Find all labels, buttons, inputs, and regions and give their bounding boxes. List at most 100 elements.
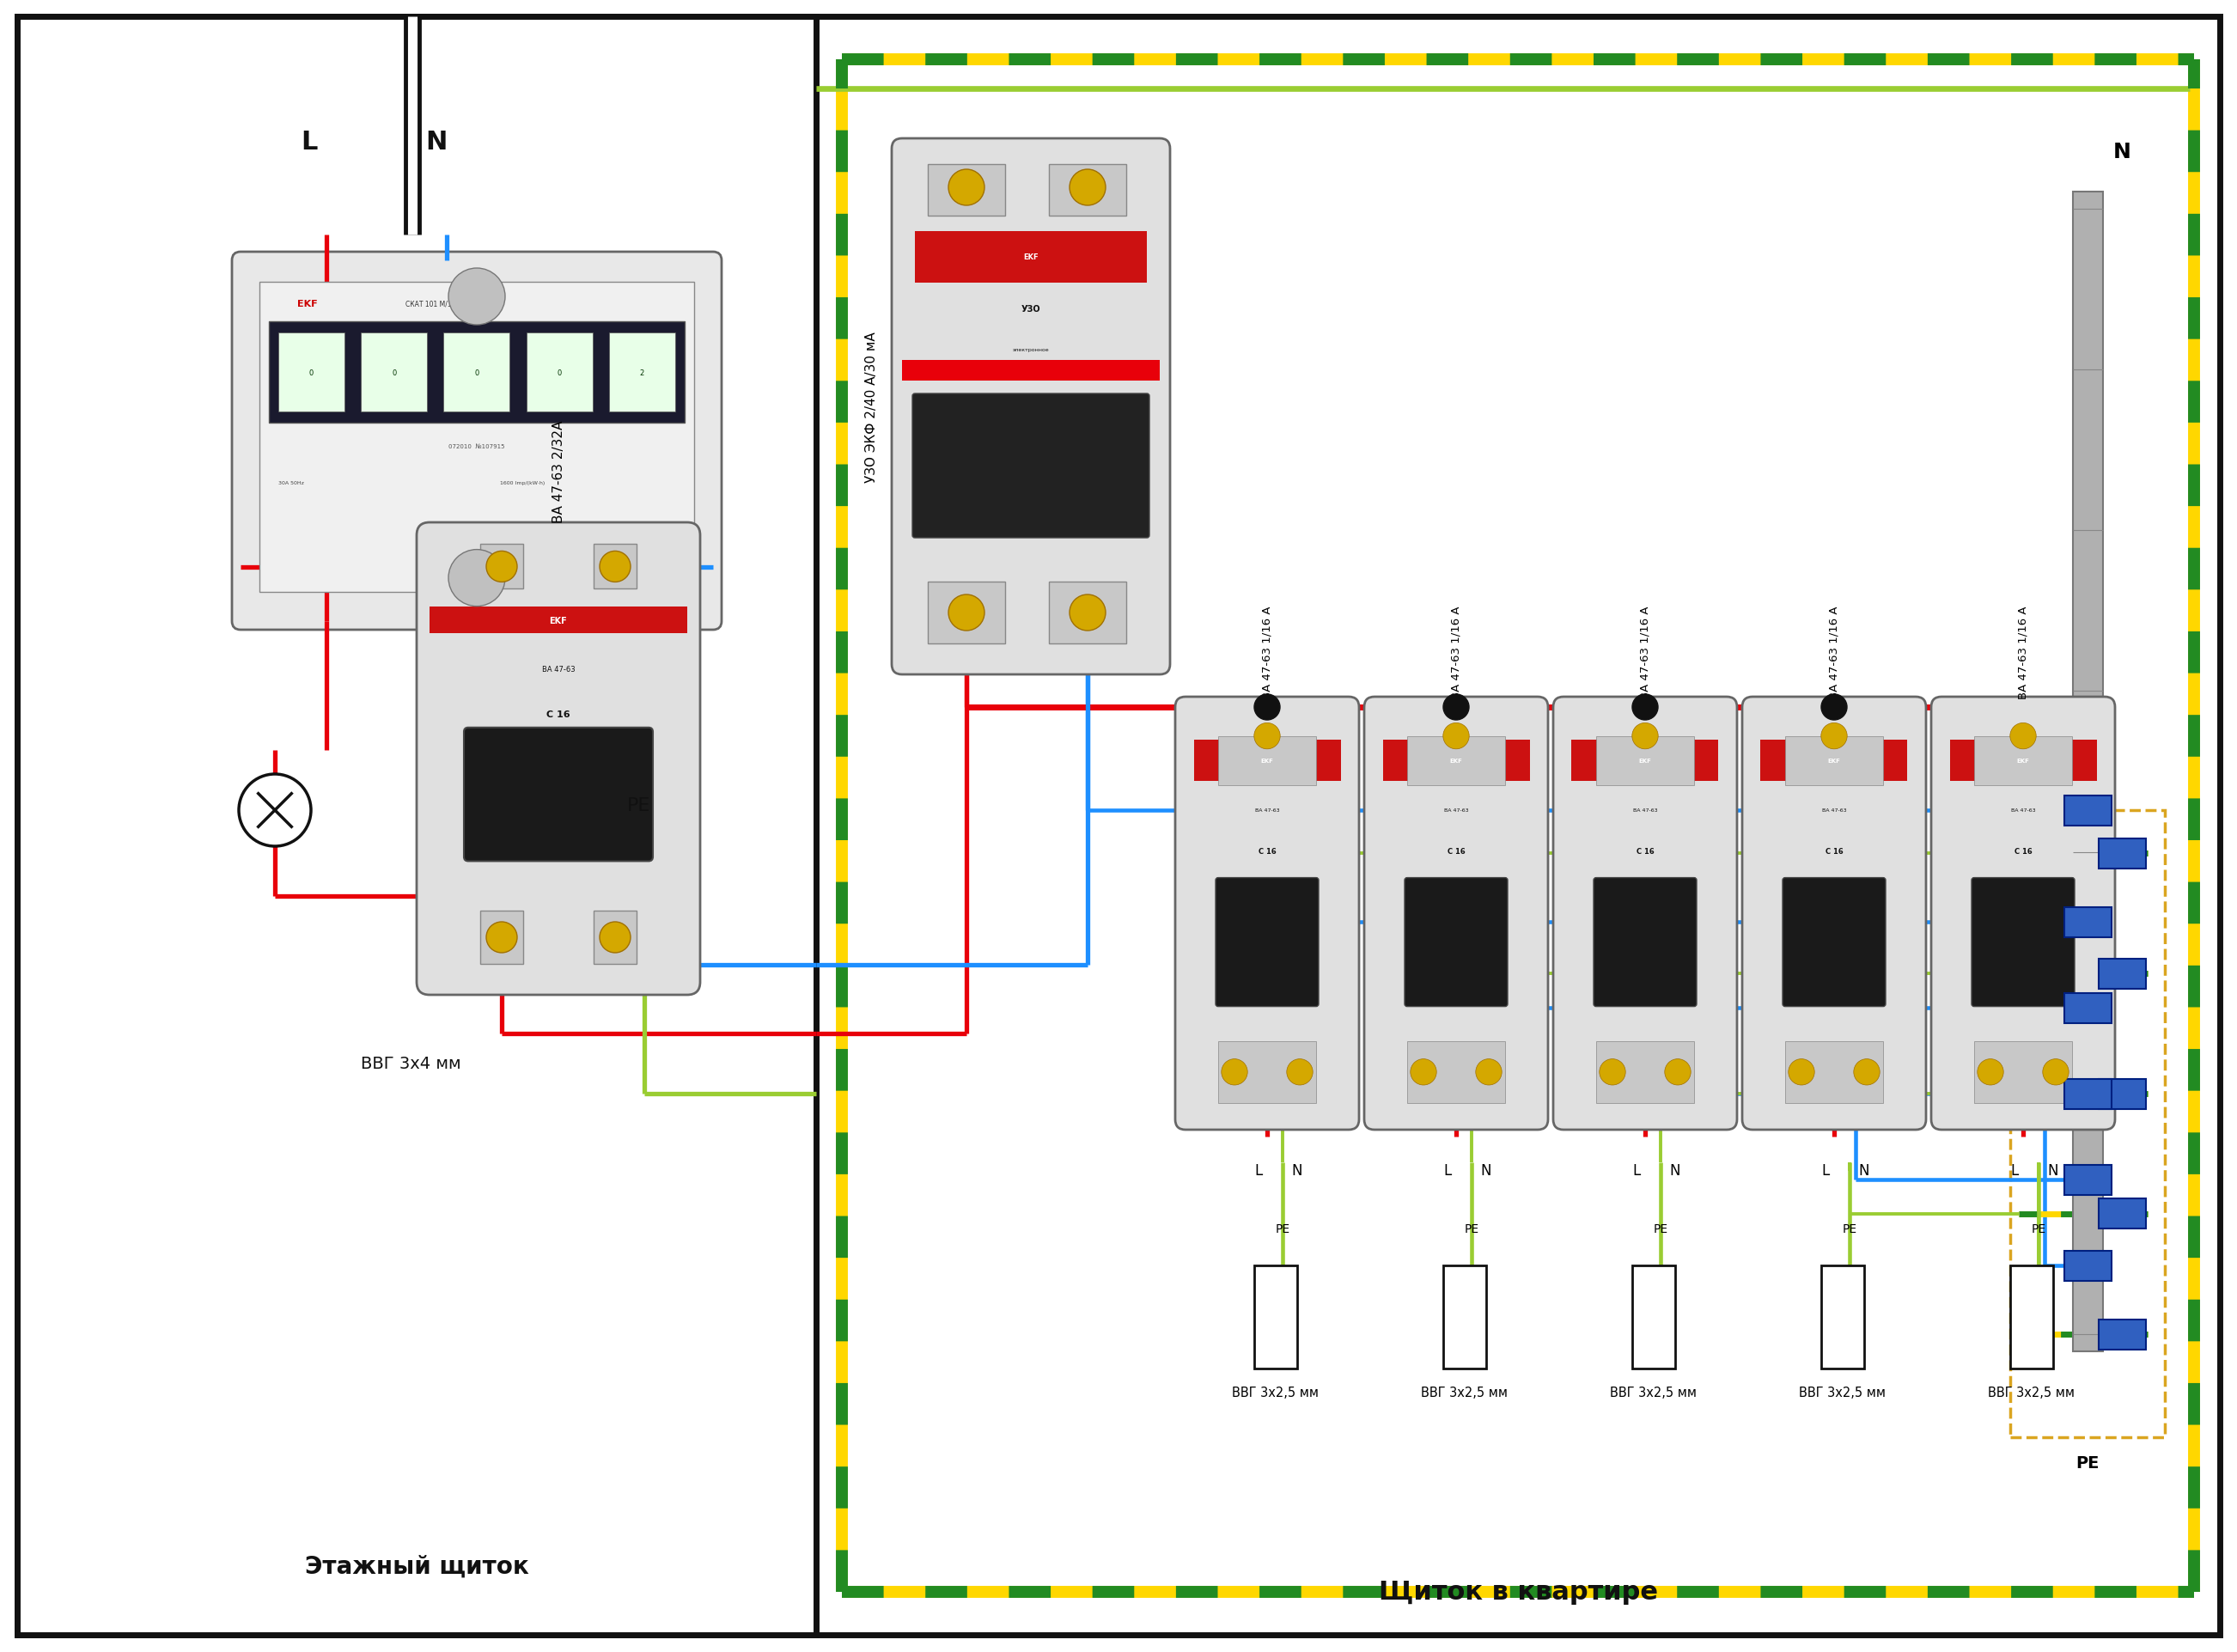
Bar <box>1219 1041 1315 1104</box>
Text: EKF: EKF <box>1828 758 1841 763</box>
Text: EKF: EKF <box>1262 758 1273 763</box>
Text: ВА 47-63 1/16 А: ВА 47-63 1/16 А <box>1262 606 1273 699</box>
Text: PE: PE <box>1275 1222 1291 1234</box>
Bar <box>1382 740 1530 781</box>
Circle shape <box>1286 1059 1313 1085</box>
Text: 0: 0 <box>474 368 479 377</box>
Bar <box>481 545 523 590</box>
Bar <box>928 165 1004 216</box>
Text: N: N <box>2114 142 2132 162</box>
Circle shape <box>1787 1059 1814 1085</box>
Text: ВА 47-63: ВА 47-63 <box>1821 808 1846 813</box>
Text: C 16: C 16 <box>546 710 570 719</box>
Circle shape <box>485 552 517 583</box>
Text: СКАТ 101 М/1-3 Ш Р1: СКАТ 101 М/1-3 Ш Р1 <box>405 301 479 309</box>
Text: C 16: C 16 <box>1825 847 1843 856</box>
Circle shape <box>1409 1059 1436 1085</box>
Bar <box>2065 1251 2112 1280</box>
Bar <box>593 545 638 590</box>
Text: L: L <box>1821 1163 1830 1178</box>
Text: EKF: EKF <box>1022 254 1038 261</box>
Bar <box>1973 1041 2071 1104</box>
Bar <box>1633 1265 1676 1368</box>
Text: C 16: C 16 <box>1635 847 1653 856</box>
Bar <box>915 231 1148 284</box>
Text: C 16: C 16 <box>2013 847 2031 856</box>
Text: 0: 0 <box>309 368 313 377</box>
Bar <box>1219 737 1315 786</box>
Text: L: L <box>1443 1163 1452 1178</box>
Bar <box>277 334 344 413</box>
Circle shape <box>447 269 506 325</box>
Bar <box>928 582 1004 644</box>
FancyBboxPatch shape <box>893 139 1170 676</box>
Bar <box>2098 958 2145 988</box>
Circle shape <box>1854 1059 1879 1085</box>
Text: ВА 47-63 1/16 А: ВА 47-63 1/16 А <box>1828 606 1839 699</box>
Circle shape <box>1255 724 1280 750</box>
Text: EKF: EKF <box>2018 758 2029 763</box>
Text: C 16: C 16 <box>1447 847 1465 856</box>
Text: 072010  №107915: 072010 №107915 <box>450 444 506 449</box>
Text: L: L <box>2011 1163 2018 1178</box>
Bar <box>481 910 523 965</box>
Circle shape <box>2042 1059 2069 1085</box>
Bar <box>2098 839 2145 869</box>
FancyBboxPatch shape <box>416 524 700 995</box>
Bar <box>1573 740 1718 781</box>
FancyBboxPatch shape <box>1552 697 1736 1130</box>
FancyBboxPatch shape <box>1743 697 1926 1130</box>
Text: L: L <box>1633 1163 1640 1178</box>
FancyBboxPatch shape <box>1783 877 1886 1006</box>
Circle shape <box>1633 724 1658 750</box>
Text: ВА 47-63 1/16 А: ВА 47-63 1/16 А <box>2018 606 2029 699</box>
Text: EKF: EKF <box>1450 758 1463 763</box>
Text: L: L <box>300 129 318 155</box>
Text: ВВГ 3х2,5 мм: ВВГ 3х2,5 мм <box>1989 1386 2076 1399</box>
Bar <box>2098 1199 2145 1229</box>
Bar <box>1407 737 1506 786</box>
Bar <box>2071 192 2103 1351</box>
Circle shape <box>1664 1059 1691 1085</box>
Bar <box>1973 737 2071 786</box>
Circle shape <box>1821 694 1848 720</box>
Bar <box>2011 811 2165 1437</box>
FancyBboxPatch shape <box>1174 697 1360 1130</box>
Bar <box>2011 1265 2054 1368</box>
Bar <box>1049 165 1125 216</box>
Circle shape <box>2011 724 2036 750</box>
Bar <box>1597 737 1693 786</box>
Circle shape <box>1443 724 1470 750</box>
Text: 0: 0 <box>557 368 561 377</box>
Text: C 16: C 16 <box>1257 847 1275 856</box>
Bar <box>443 334 510 413</box>
Bar <box>1785 1041 1884 1104</box>
Text: ВВГ 3х2,5 мм: ВВГ 3х2,5 мм <box>1611 1386 1698 1399</box>
Text: УЗО: УЗО <box>1020 306 1040 314</box>
Bar <box>608 334 676 413</box>
Text: N: N <box>1291 1163 1302 1178</box>
FancyBboxPatch shape <box>1971 877 2074 1006</box>
Bar <box>1407 1041 1506 1104</box>
Circle shape <box>1476 1059 1501 1085</box>
Bar <box>1195 740 1340 781</box>
Text: EKF: EKF <box>550 616 568 624</box>
Circle shape <box>1221 1059 1248 1085</box>
Circle shape <box>948 170 984 206</box>
Text: ВА 47-63: ВА 47-63 <box>1633 808 1658 813</box>
Circle shape <box>1599 1059 1626 1085</box>
Text: Щиток в квартире: Щиток в квартире <box>1378 1579 1658 1604</box>
Circle shape <box>600 552 631 583</box>
FancyBboxPatch shape <box>1405 877 1508 1006</box>
Text: ВВГ 3х2,5 мм: ВВГ 3х2,5 мм <box>1420 1386 1508 1399</box>
Bar <box>1255 1265 1297 1368</box>
Text: 30A 50Hz: 30A 50Hz <box>277 481 304 486</box>
Bar <box>2065 907 2112 937</box>
Text: EKF: EKF <box>1640 758 1651 763</box>
FancyBboxPatch shape <box>233 253 723 629</box>
Bar <box>526 334 593 413</box>
Bar <box>2098 1320 2145 1350</box>
Text: Этажный щиток: Этажный щиток <box>304 1555 528 1578</box>
Circle shape <box>239 775 311 846</box>
FancyBboxPatch shape <box>463 729 653 862</box>
